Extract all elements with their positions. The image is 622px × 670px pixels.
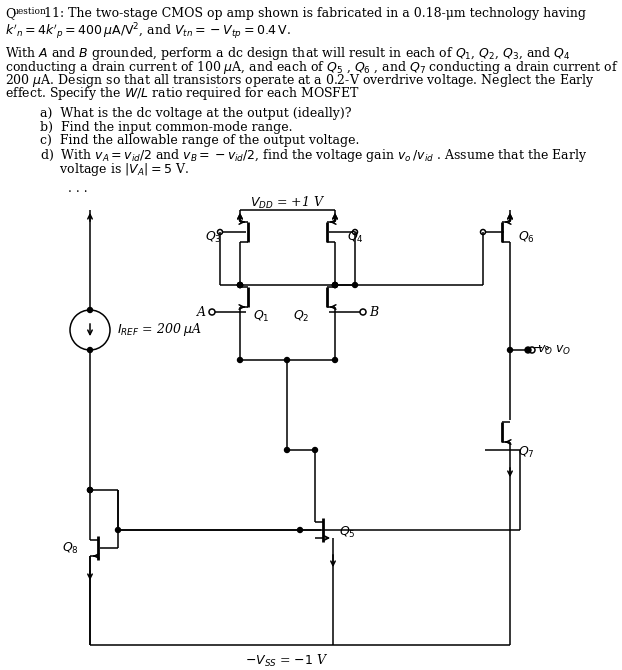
Circle shape — [88, 348, 93, 352]
Text: $-\!\circ\, v_O$: $-\!\circ\, v_O$ — [532, 344, 571, 356]
Text: $Q_5$: $Q_5$ — [339, 525, 356, 540]
Text: effect. Specify the $\mathit{W/L}$ ratio required for each MOSFET: effect. Specify the $\mathit{W/L}$ ratio… — [5, 86, 360, 103]
Text: A: A — [197, 306, 206, 318]
Text: $Q_8$: $Q_8$ — [62, 541, 79, 555]
Circle shape — [508, 348, 513, 352]
Circle shape — [116, 527, 121, 533]
Circle shape — [333, 283, 338, 287]
Text: . . .: . . . — [68, 182, 88, 196]
Circle shape — [333, 358, 338, 362]
Text: $Q_6$: $Q_6$ — [518, 230, 535, 245]
Circle shape — [88, 488, 93, 492]
Text: uestion: uestion — [12, 7, 47, 16]
Text: c)  Find the allowable range of the output voltage.: c) Find the allowable range of the outpu… — [40, 134, 360, 147]
Circle shape — [312, 448, 317, 452]
Text: voltage is $|V_A| = 5$ V.: voltage is $|V_A| = 5$ V. — [40, 161, 189, 178]
Circle shape — [88, 488, 93, 492]
Text: B: B — [369, 306, 378, 318]
Text: d)  With $v_A = v_{id}/2$ and $v_B = -v_{id}/2$, find the voltage gain $v_o\,/v_: d) With $v_A = v_{id}/2$ and $v_B = -v_{… — [40, 147, 587, 165]
Circle shape — [353, 283, 358, 287]
Circle shape — [525, 347, 531, 353]
Circle shape — [333, 283, 338, 287]
Circle shape — [333, 283, 338, 287]
Text: 11: The two-stage CMOS op amp shown is fabricated in a 0.18-μm technology having: 11: The two-stage CMOS op amp shown is f… — [44, 7, 586, 20]
Circle shape — [238, 283, 243, 287]
Circle shape — [238, 358, 243, 362]
Circle shape — [238, 283, 243, 287]
Circle shape — [284, 448, 289, 452]
Circle shape — [88, 308, 93, 312]
Circle shape — [284, 358, 289, 362]
Text: $v_O$: $v_O$ — [537, 344, 553, 356]
Text: $Q_3$: $Q_3$ — [205, 230, 221, 245]
Text: conducting a drain current of 100 $\mu$A, and each of $Q_5$ , $Q_6$ , and $Q_7$ : conducting a drain current of 100 $\mu$A… — [5, 58, 619, 76]
Text: $I_{REF}$ = 200 $\mu$A: $I_{REF}$ = 200 $\mu$A — [117, 322, 202, 338]
Text: $-V_{SS}$ = $-1$ V: $-V_{SS}$ = $-1$ V — [245, 653, 328, 669]
Text: $V_{DD}$ = +1 V: $V_{DD}$ = +1 V — [250, 195, 325, 211]
Text: $k'_n = 4k'_p = 400\,\mu\mathrm{A/V}^2$, and $V_{tn} = -V_{tp} = 0.4\,\mathrm{V}: $k'_n = 4k'_p = 400\,\mu\mathrm{A/V}^2$,… — [5, 21, 291, 42]
Circle shape — [333, 283, 338, 287]
Text: $Q_4$: $Q_4$ — [347, 230, 364, 245]
Text: 200 $\mu$A. Design so that all transistors operate at a 0.2-V overdrive voltage.: 200 $\mu$A. Design so that all transisto… — [5, 72, 595, 89]
Text: Q: Q — [5, 7, 16, 20]
Text: b)  Find the input common-mode range.: b) Find the input common-mode range. — [40, 121, 292, 133]
Circle shape — [238, 283, 243, 287]
Text: a)  What is the dc voltage at the output (ideally)?: a) What is the dc voltage at the output … — [40, 107, 351, 120]
Text: With $\mathit{A}$ and $\mathit{B}$ grounded, perform a dc design that will resul: With $\mathit{A}$ and $\mathit{B}$ groun… — [5, 45, 570, 62]
Circle shape — [297, 527, 302, 533]
Text: $Q_7$: $Q_7$ — [518, 445, 535, 460]
Text: $Q_1$: $Q_1$ — [253, 309, 269, 324]
Text: $Q_2$: $Q_2$ — [292, 309, 309, 324]
Circle shape — [238, 283, 243, 287]
